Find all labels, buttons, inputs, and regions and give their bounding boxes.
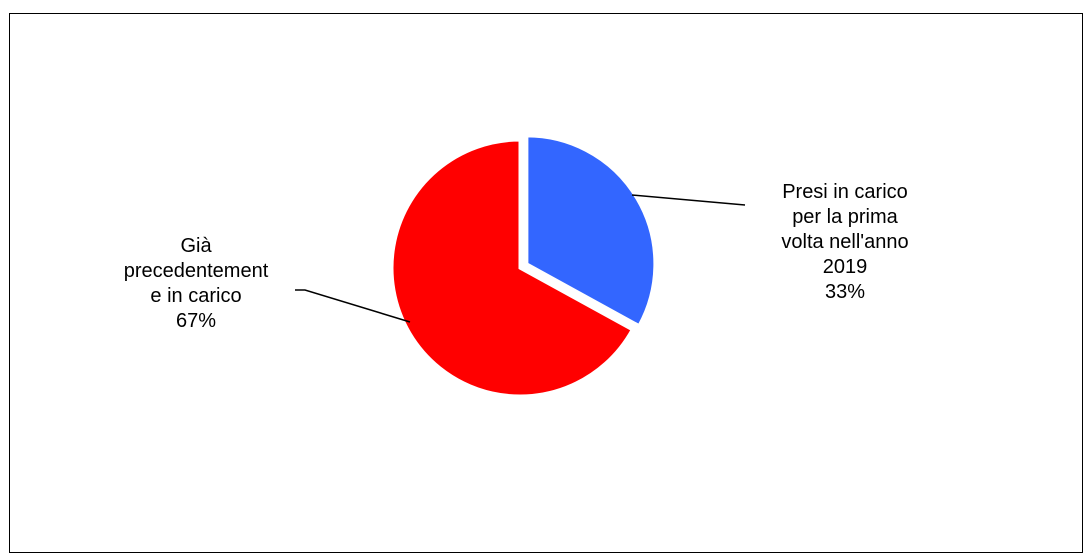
- slice-label-line: 33%: [825, 281, 865, 303]
- slice-label-line: e in carico: [150, 285, 241, 307]
- slice-label-1: Presi in carico per la prima volta nell'an…: [781, 181, 908, 303]
- slice-label-line: per la prima: [792, 206, 898, 228]
- leader-line-2: [295, 289, 411, 323]
- pie-slice-2: [390, 138, 635, 398]
- slice-label-line: precedentement: [124, 260, 269, 282]
- slice-label-2: Già precedentement e in carico 67%: [124, 235, 269, 332]
- slice-label-line: 67%: [176, 310, 216, 332]
- slice-label-line: Presi in carico: [782, 181, 908, 203]
- pie-slice-1: [525, 134, 657, 328]
- leader-line-1: [631, 194, 746, 206]
- slice-label-line: Già: [180, 235, 212, 257]
- slice-label-line: 2019: [823, 256, 868, 278]
- slice-label-line: volta nell'anno: [781, 231, 908, 253]
- pie-chart: Presi in carico per la prima volta nell'an…: [124, 134, 909, 398]
